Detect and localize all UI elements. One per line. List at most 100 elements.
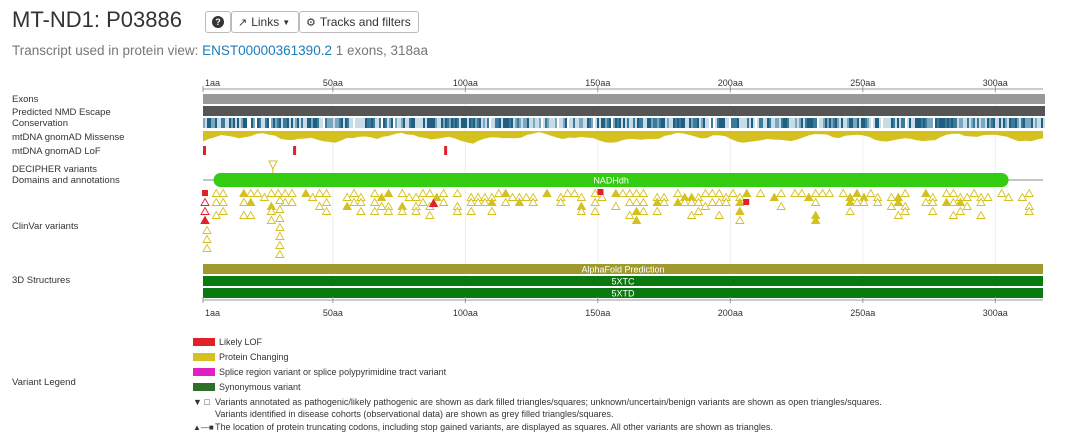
clinvar-variant-mark[interactable] (273, 188, 284, 197)
clinvar-variant-mark[interactable] (218, 206, 228, 215)
structure-bar[interactable] (203, 264, 1043, 274)
clinvar-variant-mark[interactable] (576, 192, 587, 201)
clinvar-variant-mark[interactable] (673, 188, 683, 197)
clinvar-variant-mark[interactable] (411, 206, 421, 215)
clinvar-variant-mark[interactable] (321, 206, 332, 215)
clinvar-variant-mark[interactable] (852, 188, 862, 197)
clinvar-variant-mark[interactable] (611, 188, 621, 197)
clinvar-variant-mark[interactable] (275, 249, 285, 258)
structure-bar[interactable] (203, 276, 1043, 286)
clinvar-variant-mark[interactable] (624, 197, 635, 206)
clinvar-variant-mark[interactable] (487, 197, 497, 206)
clinvar-variant-mark[interactable] (259, 192, 270, 201)
clinvar-variant-mark[interactable] (838, 188, 848, 197)
clinvar-variant-mark[interactable] (941, 188, 952, 197)
clinvar-variant-mark[interactable] (555, 197, 566, 206)
clinvar-variant-mark[interactable] (590, 188, 600, 197)
clinvar-truncating-mark[interactable] (202, 190, 208, 196)
links-button[interactable]: ↗ Links ▼ (231, 11, 299, 33)
clinvar-variant-mark[interactable] (507, 192, 518, 201)
clinvar-variant-mark[interactable] (714, 197, 724, 206)
clinvar-variant-mark[interactable] (776, 201, 786, 210)
clinvar-variant-mark[interactable] (239, 210, 249, 219)
clinvar-variant-mark[interactable] (521, 192, 532, 201)
clinvar-variant-mark[interactable] (275, 213, 285, 222)
clinvar-variant-mark[interactable] (859, 197, 869, 206)
clinvar-variant-mark[interactable] (202, 225, 212, 234)
clinvar-variant-mark[interactable] (872, 197, 883, 206)
clinvar-variant-mark[interactable] (845, 197, 855, 206)
clinvar-variant-mark[interactable] (948, 197, 959, 206)
clinvar-variant-mark[interactable] (776, 188, 786, 197)
clinvar-variant-mark[interactable] (275, 204, 285, 213)
clinvar-variant-mark[interactable] (473, 197, 483, 206)
clinvar-variant-mark[interactable] (266, 215, 277, 224)
clinvar-variant-mark[interactable] (631, 188, 642, 197)
clinvar-variant-mark[interactable] (211, 210, 222, 219)
clinvar-variant-mark[interactable] (321, 197, 332, 206)
clinvar-variant-mark[interactable] (590, 197, 600, 206)
clinvar-variant-mark[interactable] (287, 188, 297, 197)
clinvar-variant-mark[interactable] (735, 215, 745, 224)
clinvar-variant-mark[interactable] (686, 210, 697, 219)
clinvar-variant-mark[interactable] (590, 206, 600, 215)
clinvar-variant-mark[interactable] (438, 197, 449, 206)
clinvar-variant-mark[interactable] (275, 240, 285, 249)
clinvar-variant-mark[interactable] (1017, 192, 1028, 201)
clinvar-variant-mark[interactable] (707, 197, 718, 206)
clinvar-variant-mark[interactable] (411, 192, 421, 201)
clinvar-variant-mark[interactable] (438, 188, 449, 197)
clinvar-variant-mark[interactable] (428, 198, 439, 207)
clinvar-variant-mark[interactable] (211, 188, 222, 197)
clinvar-variant-mark[interactable] (755, 188, 766, 197)
clinvar-variant-mark[interactable] (714, 210, 724, 219)
clinvar-variant-mark[interactable] (349, 197, 359, 206)
clinvar-variant-mark[interactable] (376, 201, 387, 210)
clinvar-variant-mark[interactable] (218, 197, 228, 206)
tracks-filters-button[interactable]: ⚙ Tracks and filters (299, 11, 419, 33)
clinvar-variant-mark[interactable] (597, 192, 607, 201)
clinvar-variant-mark[interactable] (376, 192, 387, 201)
clinvar-variant-mark[interactable] (487, 206, 497, 215)
clinvar-variant-mark[interactable] (900, 206, 910, 215)
clinvar-variant-mark[interactable] (927, 206, 938, 215)
clinvar-variant-mark[interactable] (275, 222, 285, 231)
clinvar-variant-mark[interactable] (948, 210, 959, 219)
clinvar-variant-mark[interactable] (211, 197, 222, 206)
clinvar-variant-mark[interactable] (500, 197, 511, 206)
clinvar-variant-mark[interactable] (404, 192, 414, 201)
clinvar-variant-mark[interactable] (349, 188, 359, 197)
clinvar-variant-mark[interactable] (921, 197, 931, 206)
clinvar-variant-mark[interactable] (245, 197, 256, 206)
clinvar-variant-mark[interactable] (425, 188, 435, 197)
clinvar-variant-mark[interactable] (638, 206, 649, 215)
clinvar-variant-mark[interactable] (700, 201, 711, 210)
clinvar-variant-mark[interactable] (266, 206, 277, 215)
protein-viewer[interactable]: 1aa 50aa 100aa 150aa 200aa 250aa 300aa NADHdh … (0, 0, 1069, 330)
clinvar-variant-mark[interactable] (803, 192, 814, 201)
clinvar-variant-mark[interactable] (418, 197, 428, 206)
clinvar-variant-mark[interactable] (356, 197, 366, 206)
clinvar-variant-mark[interactable] (721, 197, 731, 206)
clinvar-variant-mark[interactable] (200, 197, 210, 206)
clinvar-variant-mark[interactable] (707, 188, 718, 197)
clinvar-variant-mark[interactable] (700, 188, 711, 197)
clinvar-variant-mark[interactable] (652, 197, 662, 206)
clinvar-variant-mark[interactable] (817, 188, 828, 197)
domain-bar-nadhdh[interactable] (213, 173, 1009, 187)
clinvar-variant-mark[interactable] (948, 188, 959, 197)
clinvar-variant-mark[interactable] (202, 243, 212, 252)
conservation-track[interactable] (203, 118, 1045, 128)
clinvar-variant-mark[interactable] (418, 188, 428, 197)
clinvar-variant-mark[interactable] (673, 197, 683, 206)
clinvar-variant-mark[interactable] (976, 197, 986, 206)
clinvar-variant-mark[interactable] (1024, 206, 1034, 215)
lof-variant-mark[interactable] (444, 146, 448, 155)
clinvar-variant-mark[interactable] (514, 197, 525, 206)
clinvar-variant-mark[interactable] (383, 188, 394, 197)
clinvar-variant-mark[interactable] (797, 188, 807, 197)
clinvar-variant-mark[interactable] (810, 188, 821, 197)
clinvar-variant-mark[interactable] (356, 206, 366, 215)
clinvar-variant-mark[interactable] (202, 234, 212, 243)
clinvar-variant-mark[interactable] (624, 210, 635, 219)
